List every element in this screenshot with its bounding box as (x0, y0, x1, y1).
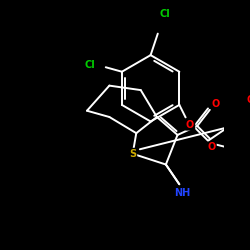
Text: Cl: Cl (84, 60, 95, 70)
Text: O: O (208, 142, 216, 152)
Text: Cl: Cl (160, 9, 170, 19)
Text: O: O (212, 100, 220, 110)
Text: O: O (186, 120, 194, 130)
Text: NH: NH (174, 188, 190, 198)
Text: O: O (246, 96, 250, 106)
Text: S: S (129, 149, 136, 159)
